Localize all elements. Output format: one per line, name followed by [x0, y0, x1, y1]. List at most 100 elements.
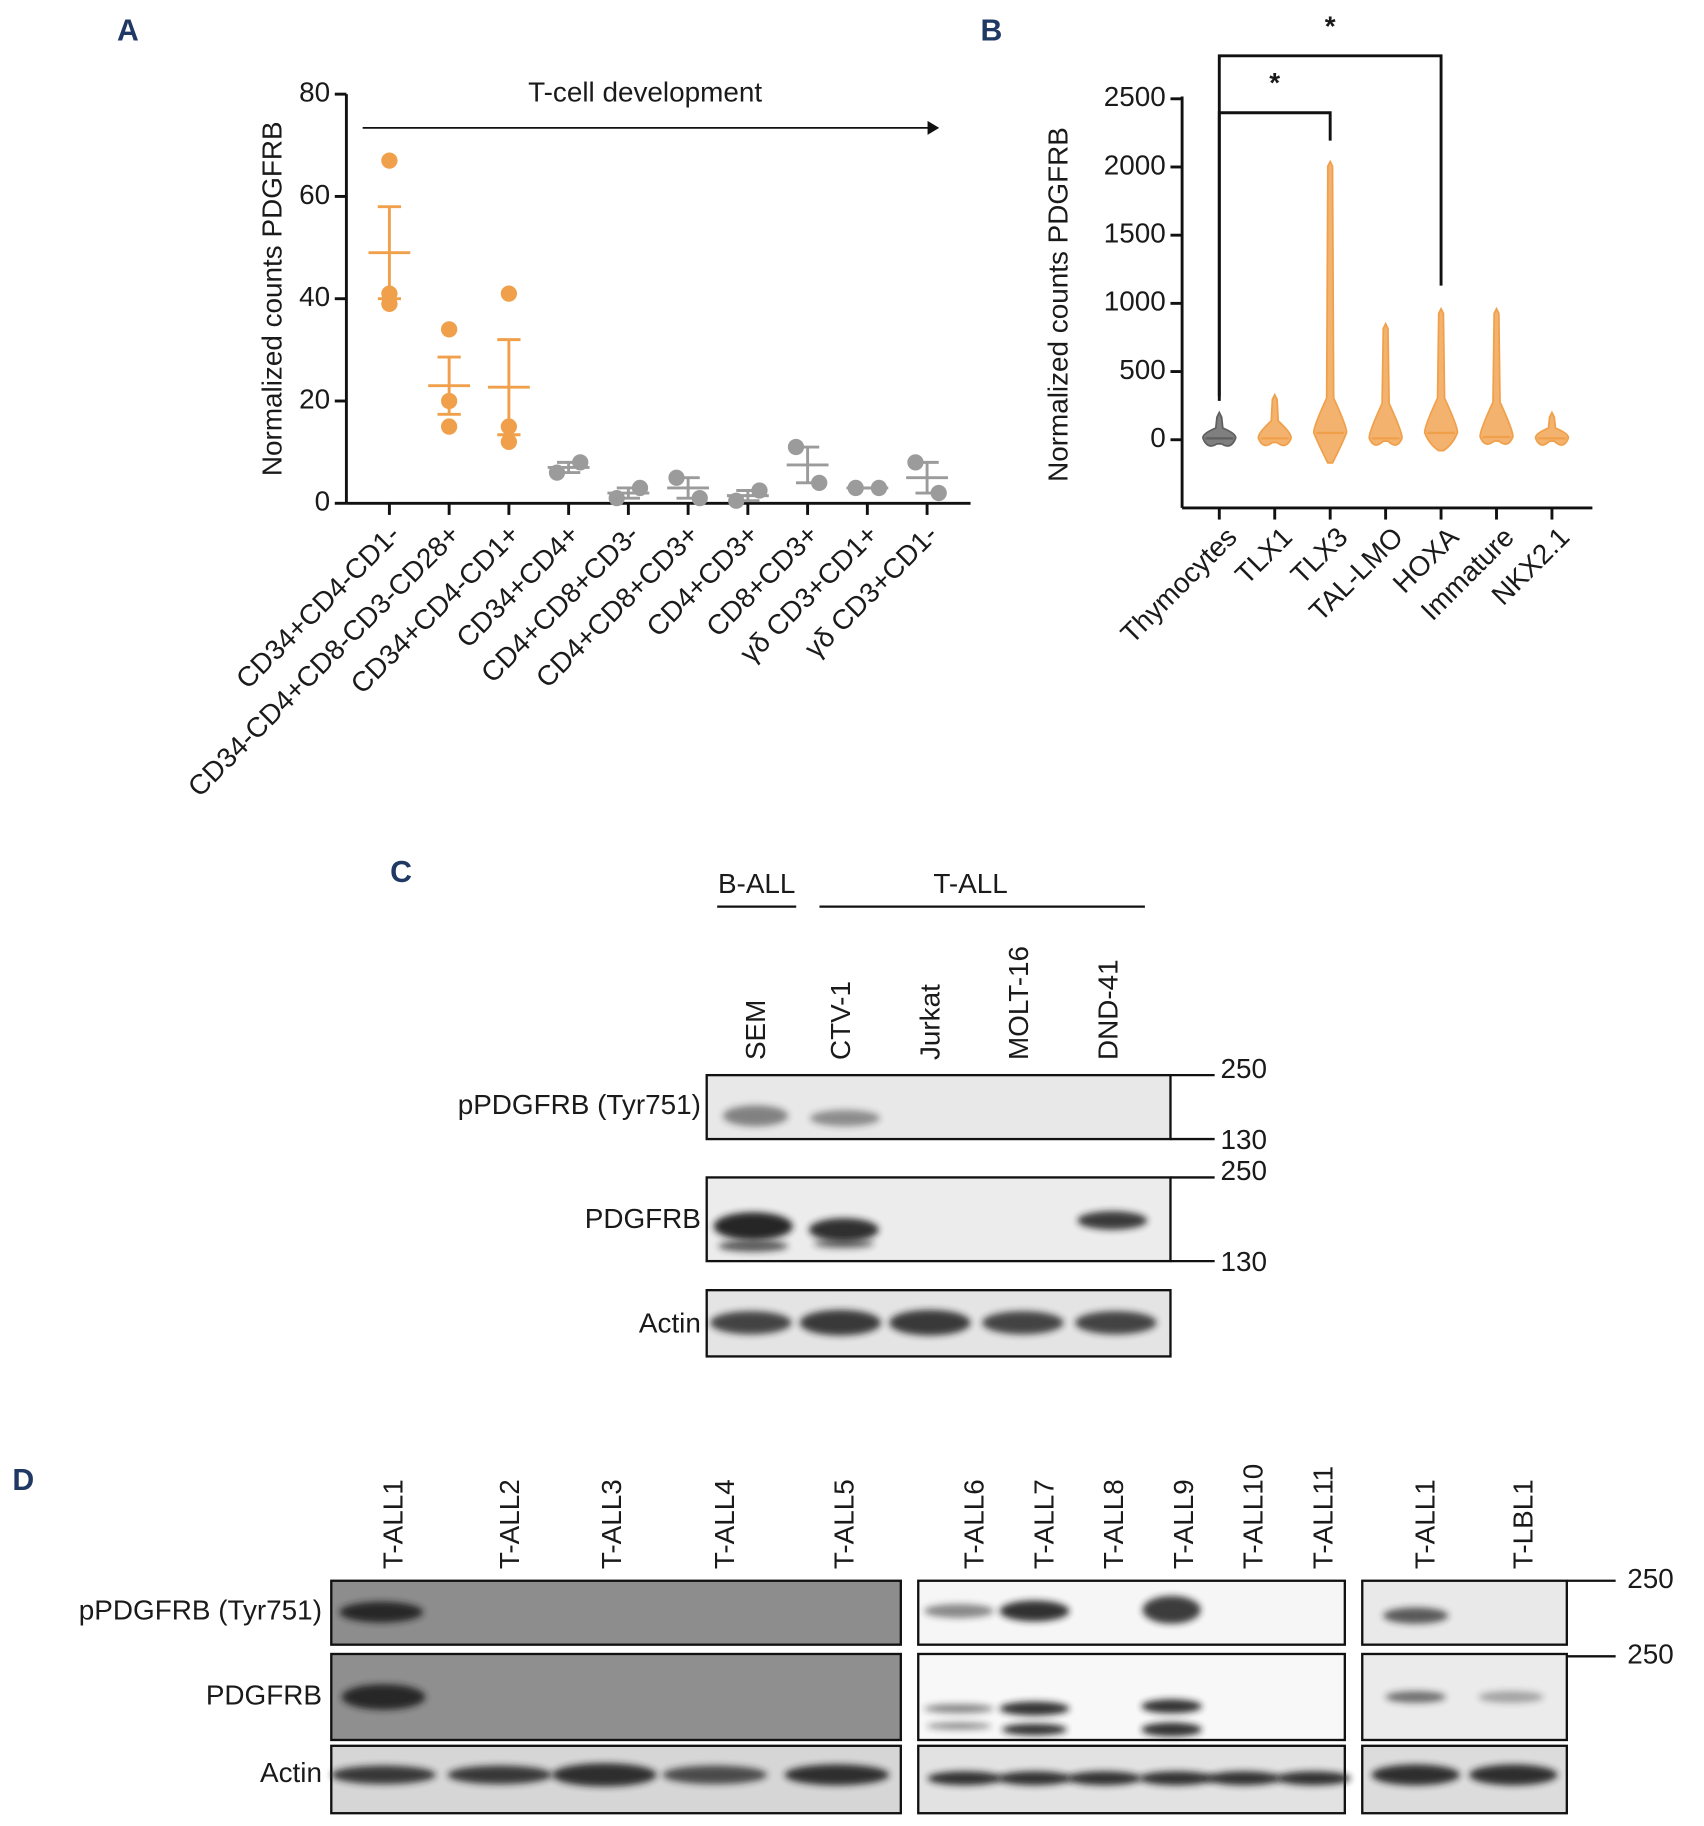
- membrane: [1361, 1579, 1568, 1646]
- marker-label: 250: [1627, 1563, 1674, 1594]
- panel-label: A: [117, 15, 139, 48]
- panel-label: D: [12, 1464, 34, 1497]
- x-tick-label: Thymocytes: [1115, 521, 1243, 649]
- band: [1385, 1691, 1446, 1703]
- y-axis-label: Normalized counts PDGFRB: [257, 121, 288, 476]
- band: [997, 1771, 1072, 1786]
- x-tick-label: TLX1: [1229, 521, 1298, 590]
- row-label: Actin: [639, 1307, 701, 1338]
- band: [999, 1701, 1070, 1716]
- band: [799, 1309, 882, 1336]
- data-point: [441, 321, 458, 338]
- band: [1276, 1771, 1351, 1786]
- row-label: PDGFRB: [206, 1679, 322, 1710]
- band: [1142, 1595, 1201, 1624]
- row-label: pPDGFRB (Tyr751): [458, 1089, 701, 1120]
- violin: [1534, 410, 1570, 446]
- y-tick-label: 40: [299, 281, 330, 312]
- band: [718, 1240, 789, 1252]
- band: [813, 1239, 875, 1249]
- lane-label: SEM: [740, 1000, 771, 1060]
- significance-bracket: [1217, 54, 1443, 397]
- lane-label: T-ALL2: [494, 1479, 525, 1569]
- row-label: PDGFRB: [585, 1203, 701, 1234]
- band: [982, 1311, 1064, 1335]
- band: [713, 1212, 793, 1241]
- arrow-head: [927, 120, 940, 135]
- lane-label: T-LBL1: [1507, 1479, 1538, 1569]
- data-point: [441, 418, 458, 435]
- band: [927, 1771, 1002, 1786]
- annotation: T-cell development: [528, 77, 762, 108]
- band: [1141, 1722, 1202, 1737]
- blot-bands: [331, 1105, 1558, 1787]
- band: [808, 1218, 879, 1242]
- lane-label: T-ALL3: [596, 1479, 627, 1569]
- lane-label: T-ALL11: [1307, 1466, 1338, 1569]
- y-tick-label: 80: [299, 77, 330, 108]
- band: [1141, 1699, 1202, 1714]
- lane-label: T-ALL5: [829, 1479, 860, 1569]
- y-tick-label: 20: [299, 383, 330, 414]
- lane-label: T-ALL1: [1410, 1479, 1441, 1569]
- band: [552, 1763, 657, 1787]
- violin: [1423, 306, 1459, 452]
- y-tick-label: 2000: [1104, 149, 1166, 180]
- lane-label: T-ALL1: [378, 1479, 409, 1569]
- band: [1139, 1771, 1214, 1786]
- lane-label: T-ALL10: [1238, 1464, 1269, 1569]
- group-label: B-ALL: [718, 868, 795, 899]
- band: [1383, 1607, 1449, 1624]
- band: [1478, 1691, 1544, 1703]
- y-tick-label: 0: [315, 486, 331, 517]
- band: [810, 1110, 880, 1127]
- band: [889, 1309, 971, 1336]
- violin: [1202, 410, 1237, 447]
- violin: [1479, 306, 1514, 445]
- band: [447, 1765, 553, 1785]
- data-point: [500, 285, 518, 302]
- panel-label: B: [981, 15, 1003, 48]
- lane-label: T-ALL6: [959, 1479, 990, 1569]
- band: [999, 1600, 1070, 1622]
- band: [341, 1684, 426, 1710]
- lane-label: T-ALL7: [1028, 1479, 1059, 1569]
- lane-label: T-ALL8: [1098, 1479, 1129, 1569]
- band: [1075, 1311, 1157, 1335]
- band: [662, 1765, 768, 1785]
- x-tick-label: CD34-CD4+CD8-CD3-CD28+: [182, 519, 466, 803]
- lane-label: CTV-1: [825, 981, 856, 1060]
- band: [924, 1703, 994, 1714]
- violin: [1257, 392, 1292, 447]
- marker-label: 130: [1220, 1124, 1267, 1155]
- band: [1077, 1211, 1148, 1230]
- violin: [1368, 321, 1403, 446]
- lane-label: Jurkat: [915, 984, 946, 1060]
- lane-label: MOLT-16: [1003, 946, 1034, 1060]
- significance-bracket: [1217, 111, 1332, 401]
- band: [1469, 1764, 1558, 1786]
- y-axis-label: Normalized counts PDGFRB: [1042, 127, 1073, 482]
- group-label: T-ALL: [933, 868, 1007, 899]
- blot-membranes: [330, 1073, 1568, 1815]
- band: [924, 1603, 994, 1618]
- band: [331, 1765, 436, 1785]
- y-tick-label: 0: [1150, 422, 1166, 453]
- y-tick-label: 500: [1119, 354, 1166, 385]
- row-label: pPDGFRB (Tyr751): [79, 1595, 322, 1626]
- y-tick-label: 1500: [1104, 218, 1166, 249]
- band: [710, 1311, 792, 1335]
- y-tick-label: 1000: [1104, 286, 1166, 317]
- y-tick-label: 60: [299, 179, 330, 210]
- band: [722, 1105, 789, 1127]
- lane-label: T-ALL9: [1168, 1479, 1199, 1569]
- band: [926, 1722, 992, 1730]
- membrane: [330, 1652, 902, 1742]
- band: [1001, 1723, 1068, 1736]
- band: [1371, 1764, 1460, 1786]
- membrane: [917, 1579, 1346, 1646]
- band: [1206, 1771, 1281, 1786]
- marker-label: 250: [1220, 1053, 1267, 1084]
- data-point: [500, 433, 518, 451]
